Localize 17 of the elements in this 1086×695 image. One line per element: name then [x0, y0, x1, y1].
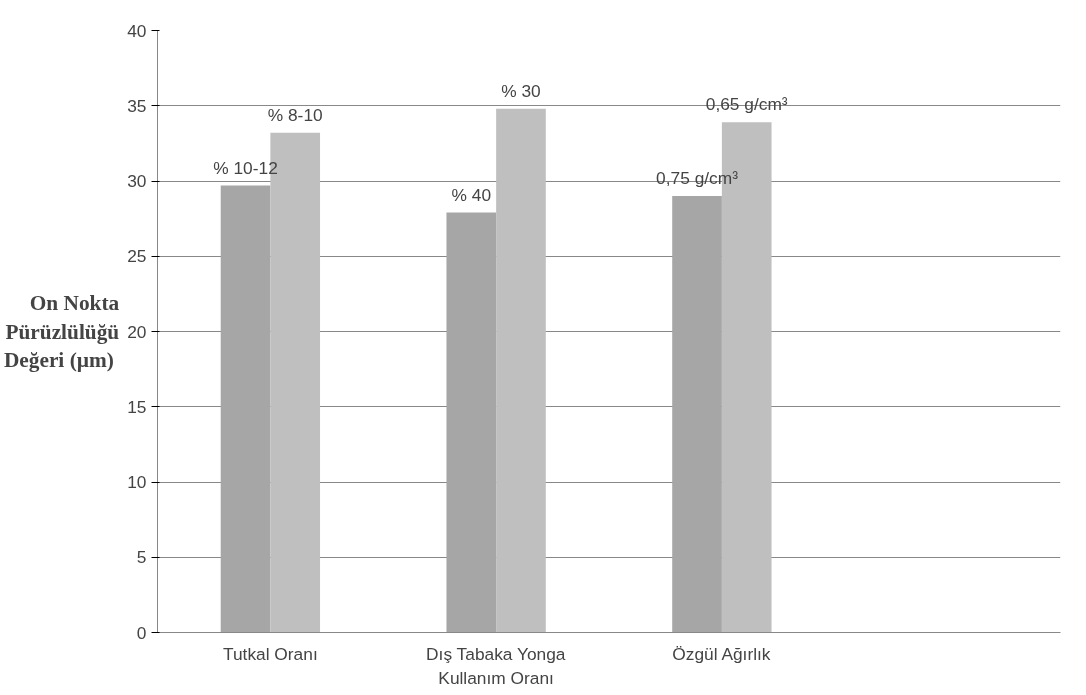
y-tick-label: 35: [127, 95, 147, 116]
y-tick-label: 20: [127, 321, 147, 342]
y-tick-label: 25: [127, 246, 147, 267]
x-tick-label: Dış Tabaka Yonga Kullanım Oranı: [426, 643, 566, 688]
y-tick-label: 15: [127, 396, 147, 417]
series-label: % 40: [451, 184, 492, 205]
x-tick-label: Özgül Ağırlık: [672, 643, 771, 664]
y-axis-title: On Nokta Pürüzlülüğü Değeri (µm): [3, 290, 120, 373]
y-tick-label: 0: [136, 622, 147, 643]
series-label: % 30: [501, 80, 541, 101]
y-tick-label: 30: [127, 171, 147, 191]
y-tick-label: 5: [136, 547, 147, 568]
series-label: % 10-12: [213, 157, 278, 178]
x-tick-label: Tutkal Oranı: [223, 643, 318, 664]
y-tick-label: 10: [127, 472, 147, 492]
series-label: % 8-10: [267, 104, 323, 125]
y-tick-label: 40: [127, 20, 147, 41]
